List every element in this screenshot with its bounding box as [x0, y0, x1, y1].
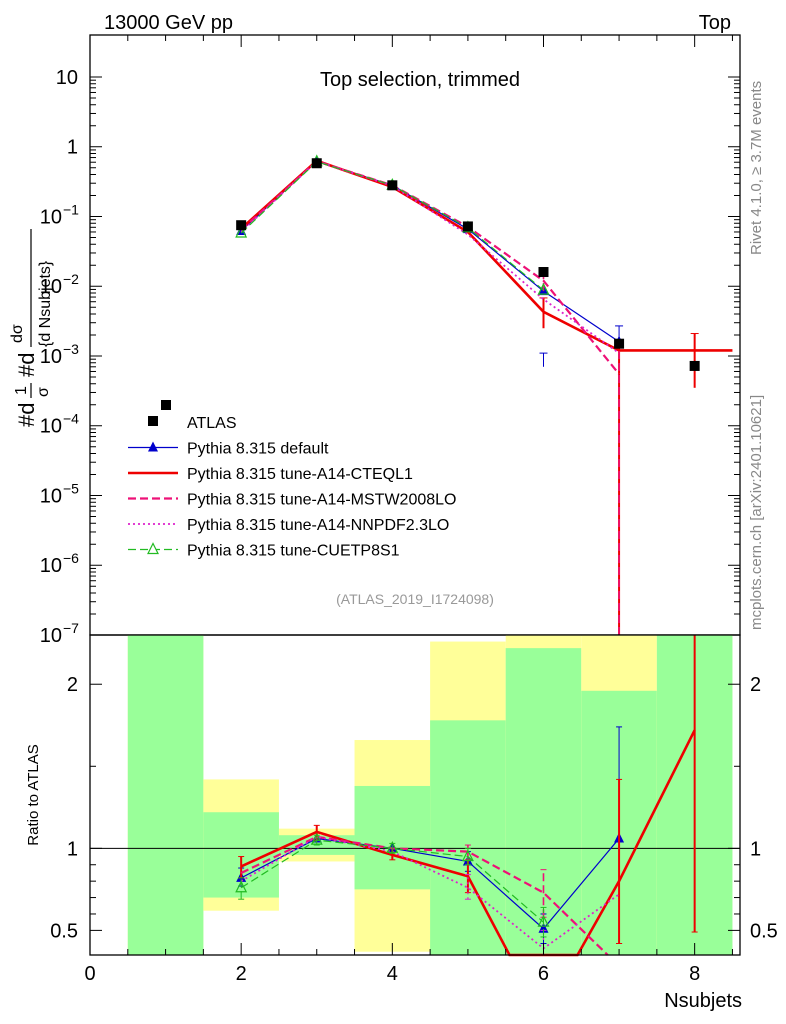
ylabel-d1: #d — [14, 403, 39, 427]
mcplots-label: mcplots.cern.ch [arXiv:2401.10621] — [748, 395, 765, 630]
x-tick-label: 2 — [236, 963, 247, 985]
ratio-y-tick-label: 2 — [67, 674, 78, 696]
legend-marker-4 — [147, 542, 159, 555]
main-y-tick-exponent: −4 — [63, 411, 79, 427]
ratio-green-band — [430, 720, 506, 955]
legend-label-2: Pythia 8.315 tune-A14-MSTW2008LO — [187, 492, 456, 509]
main-series-line-2 — [240, 159, 620, 375]
main-y-tick-exponent: −2 — [63, 271, 79, 287]
x-axis-label: Nsubjets — [664, 990, 742, 1012]
main-series-line-0 — [240, 160, 620, 343]
x-tick-label: 4 — [387, 963, 398, 985]
ylabel-one: 1 — [13, 386, 30, 395]
main-y-axis-label: #d 1 σ #d dσ {d Nsubjets} — [9, 229, 54, 427]
main-y-tick-exponent: −3 — [63, 341, 79, 357]
legend-atlas-marker — [148, 416, 158, 426]
ylabel-sigma: σ — [35, 387, 52, 397]
ratio-marker-cuetp8s1 — [386, 840, 399, 853]
main-series-line-3 — [240, 160, 620, 354]
atlas-data-point — [387, 180, 398, 191]
atlas-data-point — [538, 267, 549, 278]
atlas-data-point — [614, 338, 625, 349]
main-marker-cuetp8s1 — [235, 225, 248, 238]
main-series-line-1 — [240, 159, 733, 352]
main-y-tick-exponent: −7 — [63, 620, 79, 636]
atlas-data-point — [462, 221, 473, 232]
main-y-tick-exponent: −6 — [63, 550, 79, 566]
ratio-series-line-3 — [240, 835, 620, 950]
x-tick-label: 0 — [84, 963, 95, 985]
legend-label-3: Pythia 8.315 tune-A14-NNPDF2.3LO — [187, 517, 449, 534]
ratio-y-tick-label: 1 — [67, 838, 78, 860]
main-y-tick-label: 1 — [67, 137, 78, 159]
main-y-tick-label: 10 — [40, 555, 62, 577]
analysis-tag: (ATLAS_2019_I1724098) — [336, 591, 494, 607]
main-y-tick-label: 10 — [40, 276, 62, 298]
legend-label-4: Pythia 8.315 tune-CUETP8S1 — [187, 543, 400, 560]
ratio-y-axis-label: Ratio to ATLAS — [25, 744, 42, 845]
atlas-data-point — [311, 158, 322, 169]
ylabel-dnsubjets: {d Nsubjets} — [37, 260, 54, 347]
legend-label-atlas: ATLAS — [187, 415, 237, 432]
ratio-green-band — [127, 635, 204, 955]
ratio-marker-cuetp8s1 — [537, 914, 550, 927]
rivet-label: Rivet 4.1.0, ≥ 3.7M events — [748, 81, 765, 255]
main-y-tick-label: 10 — [40, 346, 62, 368]
main-y-tick-label: 10 — [40, 485, 62, 507]
x-tick-label: 8 — [689, 963, 700, 985]
ratio-marker-cuetp8s1 — [461, 849, 474, 862]
ylabel-d2: #d — [14, 353, 39, 377]
ratio-y-tick-label-right: 2 — [750, 674, 761, 696]
process-label: Top — [699, 12, 731, 34]
main-y-tick-label: 10 — [40, 206, 62, 228]
legend: ATLAS Pythia 8.315 default Pythia 8.315 tu… — [128, 400, 456, 560]
atlas-data-point — [236, 220, 247, 231]
main-y-tick-label: 10 — [56, 67, 78, 89]
ratio-y-tick-label-right: 1 — [750, 838, 761, 860]
ratio-series-line-0 — [240, 837, 620, 930]
ratio-green-band — [354, 785, 431, 890]
main-plot-title: Top selection, trimmed — [320, 69, 520, 91]
atlas-data-point — [689, 360, 700, 371]
ratio-plot-frame — [89, 634, 741, 956]
ylabel-dsigma: dσ — [9, 324, 26, 343]
main-y-tick-label: 10 — [40, 416, 62, 438]
legend-label-0: Pythia 8.315 default — [187, 441, 329, 458]
ratio-y-tick-label: 0.5 — [50, 920, 78, 942]
ratio-y-tick-label-right: 0.5 — [750, 920, 778, 942]
ratio-marker-cuetp8s1 — [235, 880, 248, 893]
ratio-plot-panel: 0.5 0.5 1 1 2 2 0 2 4 6 8 Ratio to ATLAS Nsubjets — [25, 35, 778, 1012]
main-marker-cuetp8s1 — [537, 282, 550, 295]
x-tick-label: 6 — [538, 963, 549, 985]
ratio-marker-cuetp8s1 — [310, 832, 323, 845]
ratio-series-line-1 — [240, 729, 696, 957]
legend-label-1: Pythia 8.315 tune-A14-CTEQL1 — [187, 466, 413, 483]
legend-atlas-marker-2 — [161, 400, 171, 410]
collision-label: 13000 GeV pp — [104, 12, 233, 34]
main-y-tick-exponent: −5 — [63, 480, 79, 496]
legend-marker-0 — [148, 441, 158, 452]
main-y-tick-exponent: −1 — [63, 201, 79, 217]
main-y-tick-label: 10 — [40, 625, 62, 647]
ratio-series-line-2 — [240, 835, 609, 956]
ratio-axis-ticks: 0.5 0.5 1 1 2 2 0 2 4 6 8 — [50, 35, 778, 985]
